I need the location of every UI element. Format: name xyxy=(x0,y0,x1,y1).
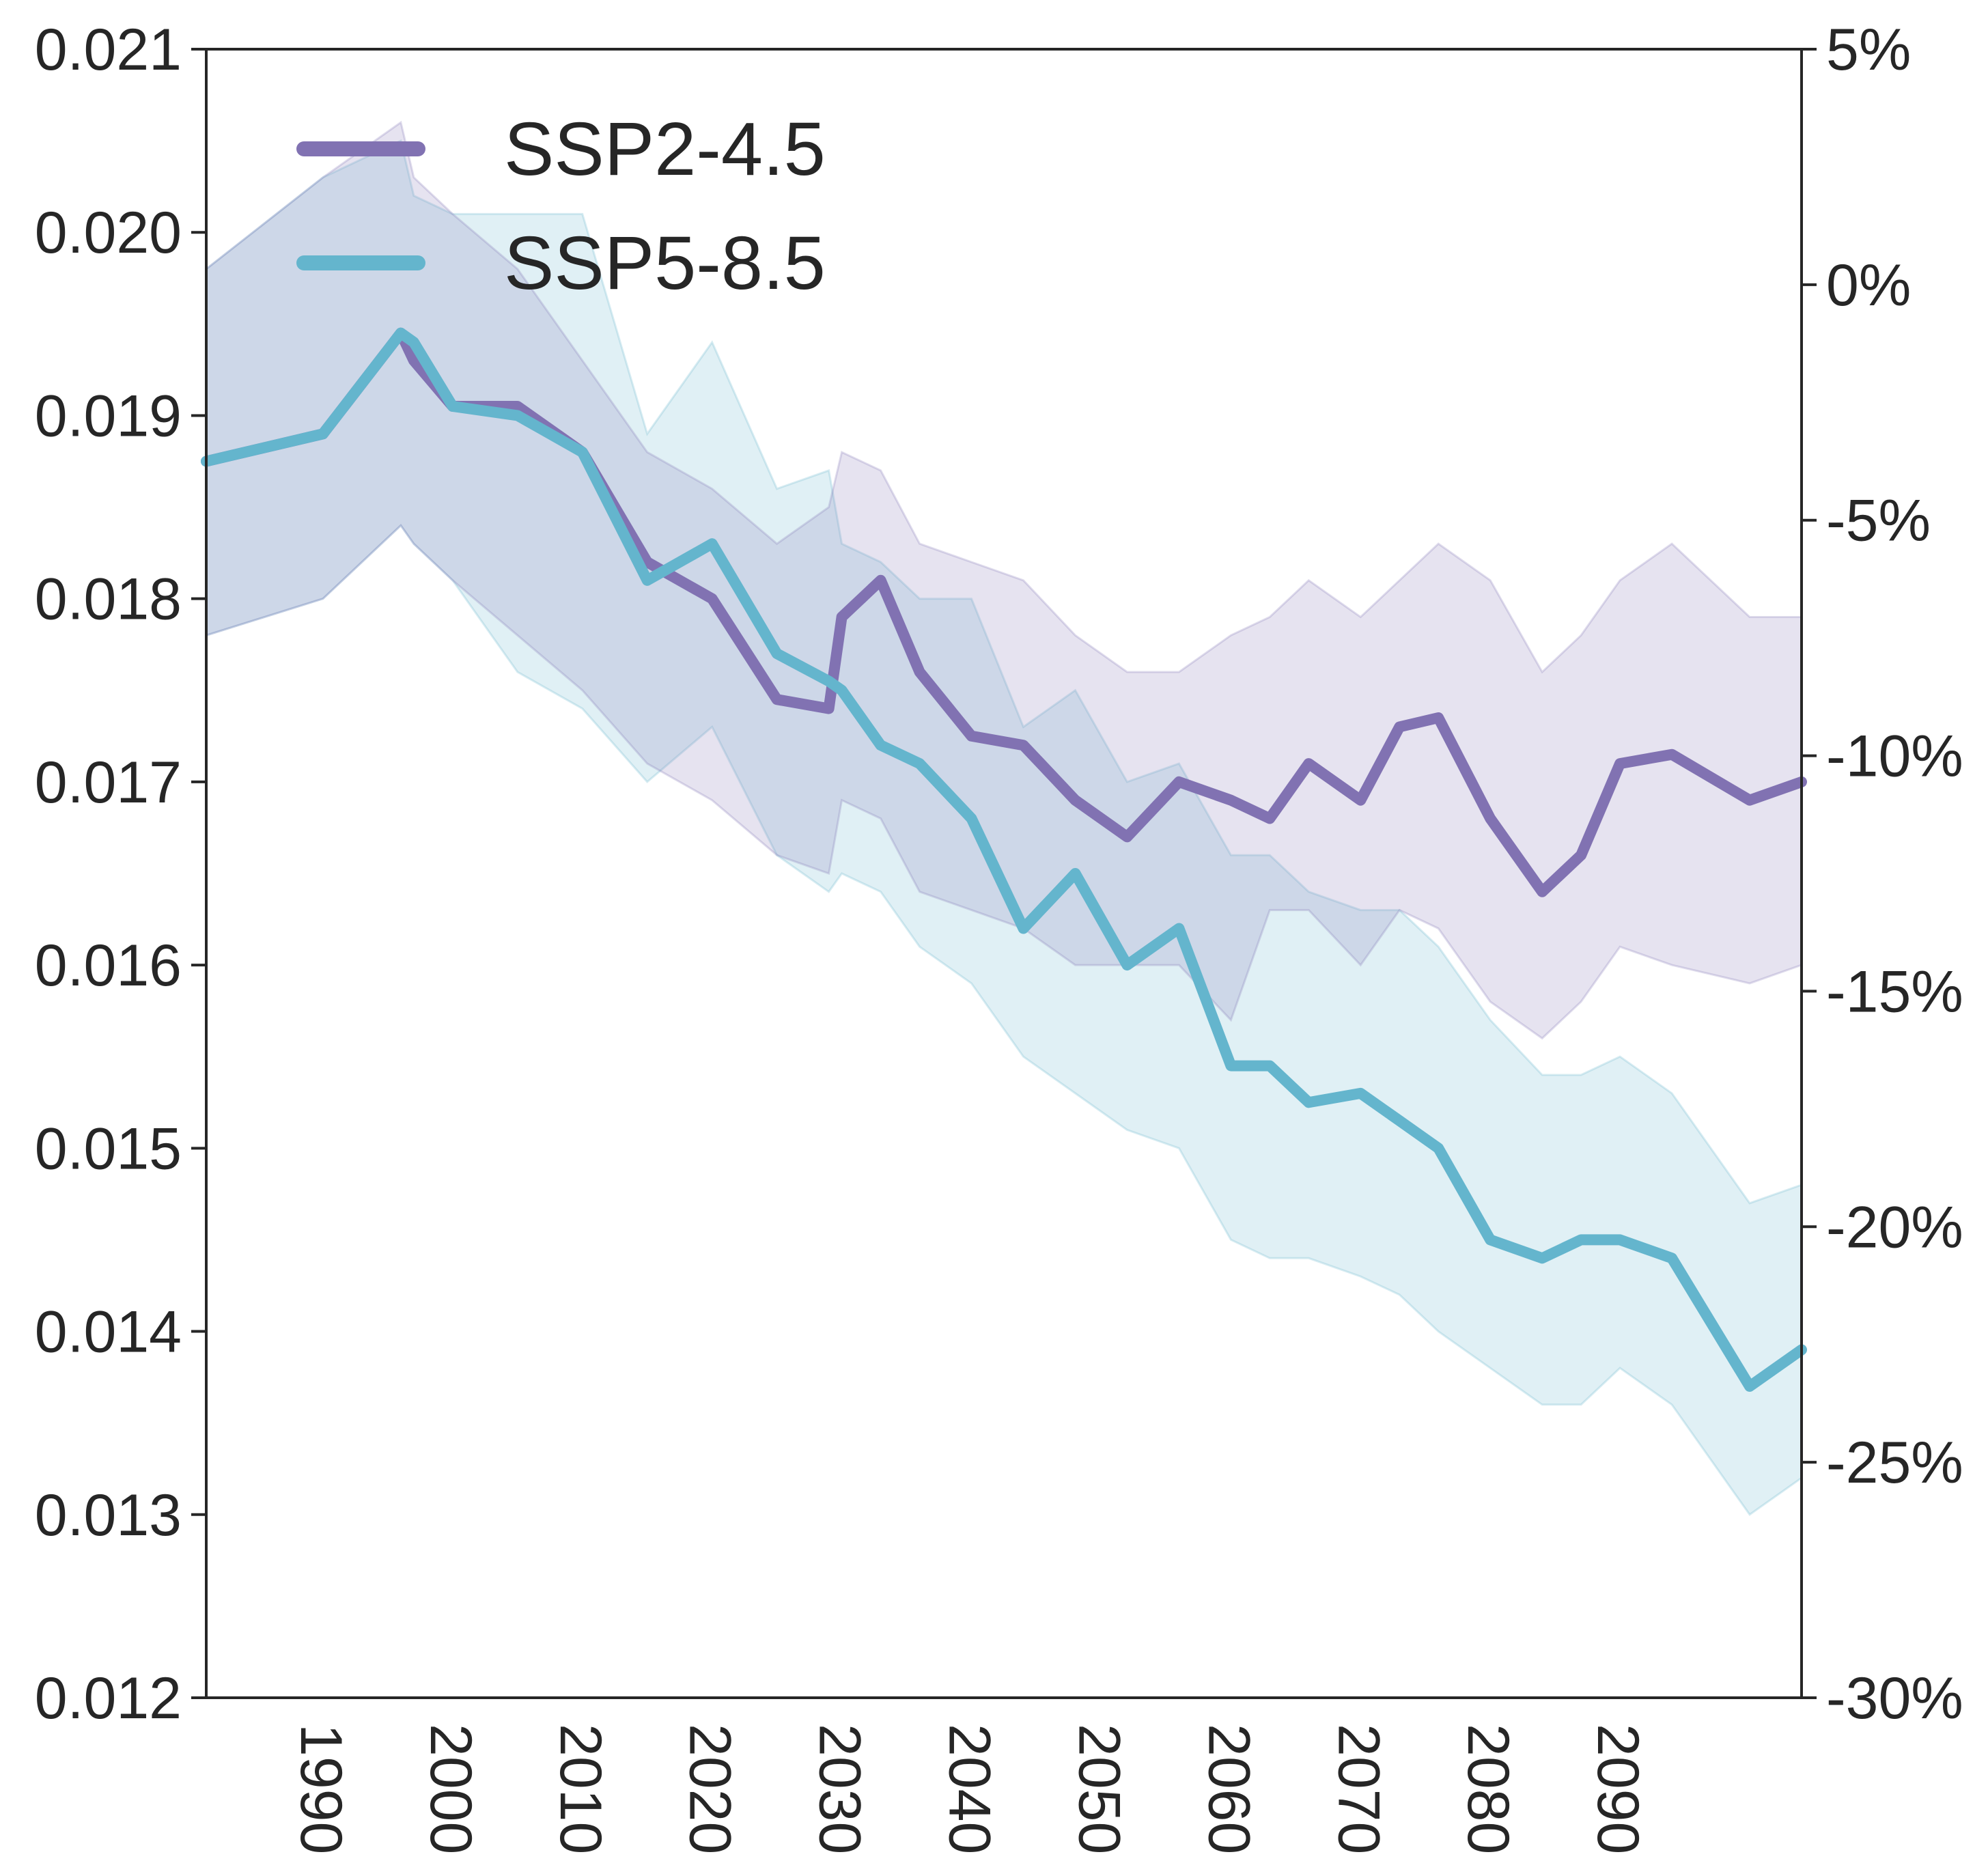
x-tick-label: 2080 xyxy=(1455,1724,1521,1854)
line-ssp2-4.5 xyxy=(201,327,1807,897)
line-ssp5-8.5 xyxy=(201,327,1807,1392)
y-tick-label: 0.018 xyxy=(35,567,182,632)
y-tick-label: 0.014 xyxy=(35,1300,182,1365)
y-tick-label: 0.017 xyxy=(35,750,182,815)
y-tick-label: 0.013 xyxy=(35,1483,182,1548)
x-tick-label: 2020 xyxy=(677,1724,743,1854)
y2-tick-label: -20% xyxy=(1826,1194,1963,1260)
y2-tick-label: -15% xyxy=(1826,959,1963,1024)
y2-tick-label: -30% xyxy=(1826,1666,1963,1731)
legend-label: SSP5-8.5 xyxy=(504,221,826,305)
y2-tick-label: -25% xyxy=(1826,1430,1963,1496)
x-tick-label: 2070 xyxy=(1326,1724,1391,1854)
x-tick-label: 2090 xyxy=(1585,1724,1651,1854)
y-tick-label: 0.015 xyxy=(35,1116,182,1181)
axes xyxy=(205,48,1803,1699)
x-tick-label: 2060 xyxy=(1196,1724,1261,1854)
x-tick-label: 2040 xyxy=(937,1724,1003,1854)
x-tick-label: 2010 xyxy=(548,1724,613,1854)
x-tick-label: 1990 xyxy=(288,1724,354,1854)
y-tick-label: 0.019 xyxy=(35,383,182,449)
y2-tick-label: 5% xyxy=(1826,17,1911,83)
y2-tick-label: -5% xyxy=(1826,488,1931,554)
y-tick-label: 0.012 xyxy=(35,1666,182,1731)
x-tick-label: 2050 xyxy=(1066,1724,1132,1854)
x-tick-label: 2000 xyxy=(418,1724,484,1854)
y-tick-label: 0.020 xyxy=(35,200,182,266)
y-tick-label: 0.016 xyxy=(35,933,182,998)
y2-tick-label: -10% xyxy=(1826,724,1963,789)
series-lines xyxy=(201,327,1807,1392)
y-tick-label: 0.021 xyxy=(35,17,182,83)
ticks: 0.012 0.013 0.014 0.015 0.016 0.017 0.018 0.019… xyxy=(35,17,1963,1854)
x-tick-label: 2030 xyxy=(807,1724,873,1854)
y2-tick-label: 0% xyxy=(1826,253,1911,318)
legend-label: SSP2-4.5 xyxy=(504,107,826,191)
legend: SSP2-4.5 SSP5-8.5 xyxy=(296,107,826,305)
